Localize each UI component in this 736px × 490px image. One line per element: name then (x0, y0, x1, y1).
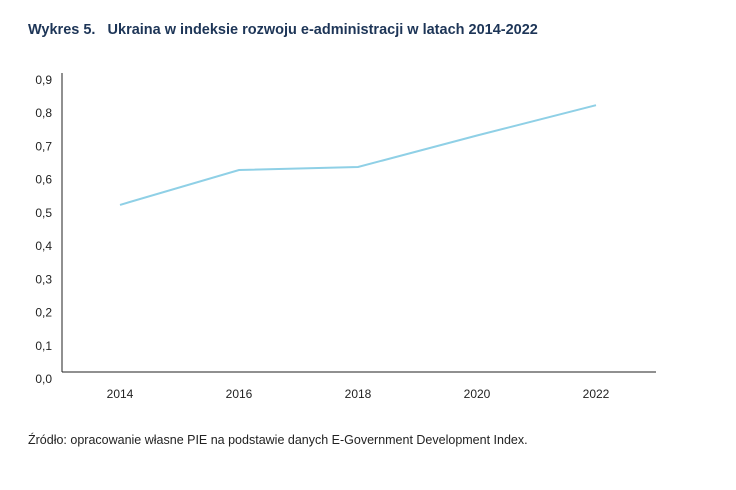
y-tick-label: 0,5 (35, 206, 52, 220)
series-line (119, 104, 597, 206)
y-tick-label: 0,7 (35, 139, 52, 153)
y-tick-label: 0,1 (35, 339, 52, 353)
y-tick-label: 0,3 (35, 272, 52, 286)
y-tick-label: 0,9 (35, 73, 52, 87)
chart-title: Wykres 5. Ukraina w indeksie rozwoju e-a… (28, 22, 538, 38)
x-tick-label: 2018 (345, 387, 372, 401)
source-note: Źródło: opracowanie własne PIE na podsta… (28, 433, 528, 447)
y-tick-label: 0,6 (35, 173, 52, 187)
y-tick-label: 0,8 (35, 106, 52, 120)
y-tick-label: 0,2 (35, 306, 52, 320)
x-tick-label: 2014 (107, 387, 134, 401)
x-tick-label: 2016 (226, 387, 253, 401)
y-tick-label: 0,4 (35, 239, 52, 253)
y-tick-label: 0,0 (35, 372, 52, 386)
x-tick-label: 2020 (464, 387, 491, 401)
x-tick-label: 2022 (583, 387, 610, 401)
